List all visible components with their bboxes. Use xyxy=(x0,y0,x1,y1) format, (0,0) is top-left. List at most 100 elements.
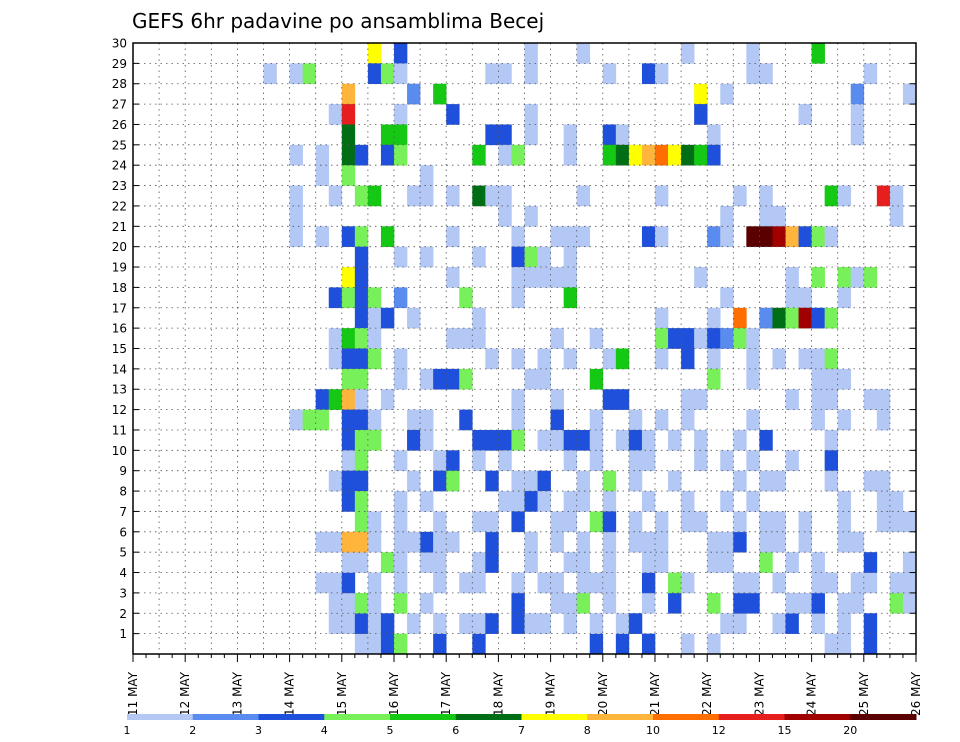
colorbar-legend: 1 2 3 4 5 6 7 8 10 12 15 20 xyxy=(124,714,917,737)
heatmap-cell xyxy=(498,185,512,207)
heatmap-cell xyxy=(367,409,382,431)
heatmap-cell xyxy=(628,511,643,533)
heatmap-cell xyxy=(341,348,356,370)
heatmap-cell xyxy=(707,348,721,370)
heatmap-cell xyxy=(446,185,460,207)
heatmap-cell xyxy=(681,409,695,431)
y-tick-label: 26 xyxy=(112,118,127,132)
heatmap-cell xyxy=(524,491,538,512)
heatmap-cell xyxy=(576,470,591,492)
heatmap-cell xyxy=(863,389,878,410)
heatmap-cell xyxy=(433,633,447,655)
heatmap-cell xyxy=(772,531,786,553)
x-axis: 11 MAY 12 MAY 13 MAY 14 MAY 15 MAY 16 MAY 17 M… xyxy=(126,654,923,716)
heatmap-cell xyxy=(837,491,852,512)
heatmap-cell xyxy=(498,205,512,227)
heatmap-cell xyxy=(472,511,486,533)
heatmap-cell xyxy=(367,185,382,207)
heatmap-cell xyxy=(759,307,773,329)
heatmap-cell xyxy=(824,470,838,492)
heatmap-cell xyxy=(837,267,852,288)
heatmap-cell xyxy=(720,450,734,471)
heatmap-cell xyxy=(746,328,760,349)
heatmap-cell xyxy=(850,124,865,146)
heatmap-cell xyxy=(707,328,721,349)
heatmap-cell xyxy=(772,572,786,594)
colorbar-label: 8 xyxy=(584,724,591,737)
y-tick-label: 2 xyxy=(119,607,127,621)
y-tick-label: 13 xyxy=(112,383,127,397)
heatmap-cell xyxy=(798,592,812,614)
heatmap-cell xyxy=(850,531,865,553)
heatmap-cell xyxy=(446,470,460,492)
heatmap-cell xyxy=(328,185,343,207)
heatmap-cell xyxy=(668,144,682,166)
heatmap-cell xyxy=(694,511,708,533)
heatmap-cell xyxy=(563,348,577,370)
heatmap-cell xyxy=(863,613,878,634)
heatmap-cell xyxy=(511,348,525,370)
heatmap-cell xyxy=(733,572,747,594)
heatmap-cell xyxy=(602,348,617,370)
heatmap-cell xyxy=(511,267,525,288)
heatmap-cell xyxy=(785,226,799,247)
heatmap-cell xyxy=(681,633,695,655)
heatmap-cell xyxy=(772,348,786,370)
heatmap-cell xyxy=(380,389,395,410)
heatmap-cell xyxy=(876,491,891,512)
heatmap-cell xyxy=(681,328,695,349)
heatmap-cell xyxy=(720,287,734,309)
x-tick-label: 25 MAY xyxy=(857,671,871,716)
heatmap-cell xyxy=(354,348,369,370)
y-tick-label: 28 xyxy=(112,77,127,91)
heatmap-cell xyxy=(668,592,682,614)
heatmap-cell xyxy=(824,185,838,207)
heatmap-cell xyxy=(550,328,564,349)
x-tick-label: 16 MAY xyxy=(387,671,401,716)
heatmap-cell xyxy=(341,613,356,634)
heatmap-cell xyxy=(615,613,630,634)
heatmap-cell xyxy=(707,226,721,247)
heatmap-cell xyxy=(407,613,421,634)
heatmap-cell xyxy=(876,511,891,533)
heatmap-cell xyxy=(511,226,525,247)
heatmap-cell xyxy=(576,491,591,512)
heatmap-cell xyxy=(655,185,669,207)
heatmap-cell xyxy=(341,226,356,247)
heatmap-cell xyxy=(420,185,434,207)
colorbar-swatch xyxy=(653,714,720,720)
heatmap-cell xyxy=(341,531,356,553)
heatmap-cell xyxy=(563,450,577,471)
colorbar-swatch xyxy=(521,714,588,720)
heatmap-cell xyxy=(498,124,512,146)
heatmap-cell xyxy=(446,267,460,288)
heatmap-cell xyxy=(367,572,382,594)
heatmap-cell xyxy=(537,491,551,512)
heatmap-cell xyxy=(785,592,799,614)
heatmap-cell xyxy=(289,409,303,431)
heatmap-cell xyxy=(341,470,356,492)
heatmap-cell xyxy=(798,226,812,247)
heatmap-cell xyxy=(407,307,421,329)
heatmap-cell xyxy=(902,592,917,614)
heatmap-cell xyxy=(367,633,382,655)
heatmap-cell xyxy=(537,470,551,492)
heatmap-cell xyxy=(511,287,525,309)
heatmap-cell xyxy=(655,226,669,247)
heatmap-cell xyxy=(889,205,904,227)
heatmap-cell xyxy=(367,531,382,553)
colorbar-swatch xyxy=(324,714,391,720)
heatmap-cell xyxy=(785,307,799,329)
heatmap-cell xyxy=(889,572,904,594)
heatmap-cell xyxy=(746,572,760,594)
heatmap-cell xyxy=(354,633,369,655)
heatmap-cell xyxy=(772,470,786,492)
heatmap-cell xyxy=(289,205,303,227)
heatmap-cell xyxy=(367,511,382,533)
heatmap-cell xyxy=(263,63,277,85)
heatmap-cell xyxy=(589,409,604,431)
heatmap-cell xyxy=(837,511,852,533)
heatmap-cell xyxy=(341,328,356,349)
heatmap-cell xyxy=(394,63,408,85)
heatmap-cell xyxy=(889,185,904,207)
